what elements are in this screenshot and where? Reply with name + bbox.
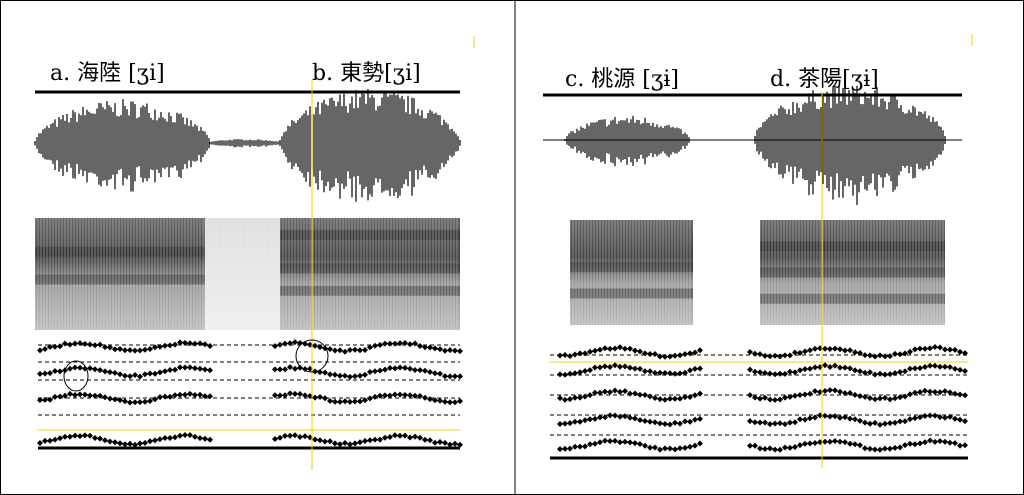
formant-track xyxy=(37,432,213,448)
formant-track xyxy=(747,344,968,360)
formant-track xyxy=(37,339,213,353)
formant-track xyxy=(272,432,463,447)
formant-track xyxy=(557,438,703,453)
waveform xyxy=(755,85,945,205)
waveform xyxy=(35,99,209,191)
waveform xyxy=(565,116,689,166)
formant-track xyxy=(557,344,703,360)
formant-track xyxy=(747,438,968,453)
waveform xyxy=(280,89,460,202)
formant-track xyxy=(272,364,463,380)
panel-label: a. 海陸 [ʒi] xyxy=(50,61,165,86)
striation xyxy=(570,220,690,325)
spectrogram xyxy=(205,218,280,330)
panel-label: c. 桃源 [ʒɨ] xyxy=(565,67,679,92)
waveform xyxy=(210,139,280,147)
formant-track xyxy=(37,364,213,379)
panel-label: d. 茶陽[ʒɨ] xyxy=(770,67,879,92)
formant-track xyxy=(747,412,968,427)
panel-label: b. 東勢[ʒi] xyxy=(312,61,421,86)
formant-track xyxy=(747,362,968,377)
figure: a. 海陸 [ʒi] b. 東勢[ʒi] c. 桃源 [ʒɨ] d. 茶陽[ʒɨ… xyxy=(0,0,1024,495)
formant-track xyxy=(747,387,968,403)
formant-track xyxy=(272,339,463,355)
